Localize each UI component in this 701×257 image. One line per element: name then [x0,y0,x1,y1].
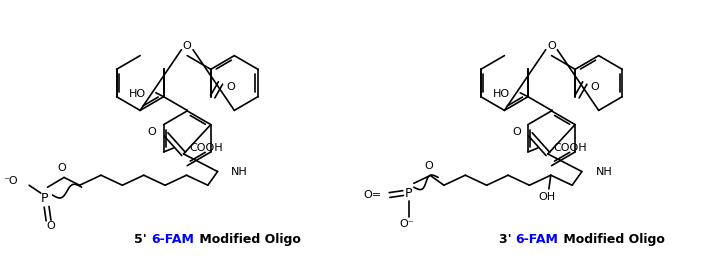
Text: 6-FAM: 6-FAM [151,233,194,246]
Text: O: O [57,163,67,173]
Text: COOH: COOH [189,143,222,153]
Text: NH: NH [595,167,612,177]
Text: NH: NH [231,167,248,177]
Text: O=: O= [364,190,382,200]
Text: O: O [547,41,556,51]
Text: OH: OH [538,192,555,202]
Text: O: O [591,82,599,92]
Text: O: O [512,127,521,137]
Text: O: O [46,221,55,231]
Text: O: O [424,161,433,171]
Text: 5': 5' [134,233,151,246]
Text: COOH: COOH [553,143,587,153]
Text: 6-FAM: 6-FAM [515,233,559,246]
Text: O: O [183,41,191,51]
Text: 3': 3' [498,233,515,246]
Text: HO: HO [129,89,147,99]
Text: Modified Oligo: Modified Oligo [195,233,301,246]
Text: O⁻: O⁻ [400,219,414,230]
Text: P: P [405,187,413,200]
Text: Modified Oligo: Modified Oligo [559,233,665,246]
Text: O: O [148,127,156,137]
Text: HO: HO [494,89,510,99]
Text: P: P [41,192,48,205]
Text: ⁻O: ⁻O [3,176,18,186]
Text: O: O [226,82,235,92]
